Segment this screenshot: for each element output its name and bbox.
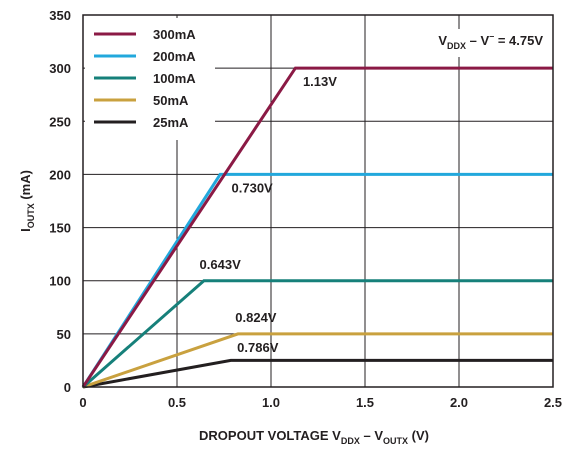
y-tick-label: 100 [49,274,71,289]
legend-label-300mA: 300mA [153,27,196,42]
dropout-annotation: 0.824V [235,310,277,325]
condition-label-sup: – [489,31,494,41]
legend-label-100mA: 100mA [153,71,196,86]
x-tick-label: 0 [79,395,86,410]
x-tick-label: 1.5 [356,395,374,410]
x-axis-title-tail: (V) [408,428,429,443]
x-axis-title-mid: – V [360,428,383,443]
x-tick-label: 1.0 [262,395,280,410]
plot-frame [82,14,554,388]
y-tick-label: 50 [57,327,71,342]
x-axis-title-sub2: OUTX [383,436,408,446]
condition-label-background [403,29,549,57]
annotations: 1.13V 0.730V 0.643V 0.824V 0.786V [200,74,338,355]
condition-label-mid: – V [466,33,489,48]
condition-label-box: VDDX – V– = 4.75V [403,29,549,57]
y-axis-title-sub: OUTX [26,203,36,228]
dropout-annotation: 0.786V [237,340,279,355]
x-tick-label: 0.5 [168,395,186,410]
legend-label-50mA: 50mA [153,93,189,108]
y-tick-label: 350 [49,8,71,23]
legend: 300mA 200mA 100mA 50mA 25mA [85,18,215,140]
y-tick-label: 200 [49,167,71,182]
y-tick-label: 300 [49,61,71,76]
y-axis-title-main: I [18,228,33,232]
y-tick-label: 150 [49,221,71,236]
x-axis-title-main: DROPOUT VOLTAGE V [199,428,341,443]
condition-label-sub: DDX [447,41,466,51]
x-axis-title-sub1: DDX [341,436,360,446]
series-line-100mA [82,279,553,389]
condition-label-main: V [438,33,447,48]
dropout-annotation: 0.730V [232,180,274,195]
dropout-annotation: 0.643V [200,257,242,272]
series-line-50mA [82,332,553,389]
series-line-300mA [81,66,553,388]
series-line-25mA [82,358,553,389]
series-lines [81,66,553,389]
y-tick-label: 0 [64,380,71,395]
condition-label-tail: = 4.75V [494,33,543,48]
y-tick-label: 250 [49,114,71,129]
y-axis-title-tail: (mA) [18,170,33,203]
tick-labels: 0 0.5 1.0 1.5 2.0 2.5 0 50 100 150 200 250 300 350 [49,8,562,410]
x-tick-label: 2.0 [450,395,468,410]
x-tick-label: 2.5 [544,395,562,410]
legend-label-25mA: 25mA [153,115,189,130]
legend-label-200mA: 200mA [153,49,196,64]
x-axis-title: DROPOUT VOLTAGE VDDX – VOUTX (V) [199,428,429,446]
dropout-annotation: 1.13V [303,74,337,89]
condition-label: VDDX – V– = 4.75V [438,31,543,51]
y-axis-title: IOUTX (mA) [18,170,36,232]
